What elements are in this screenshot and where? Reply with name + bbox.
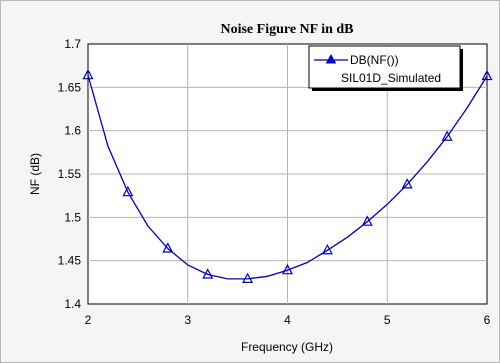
legend: DB(NF()) SIL01D_Simulated	[308, 45, 463, 91]
data-point-marker	[242, 272, 254, 283]
chart-title: Noise Figure NF in dB	[220, 22, 353, 37]
nf-series-line	[87, 75, 488, 280]
nf-series-markers	[82, 68, 493, 283]
legend-dataset-label: SIL01D_Simulated	[341, 71, 441, 85]
y-tick-label: 1.45	[58, 254, 82, 268]
data-point-marker	[162, 242, 174, 253]
y-axis-label: NF (dB)	[28, 153, 42, 195]
data-point-marker	[202, 268, 214, 279]
legend-series-label: DB(NF())	[350, 53, 399, 67]
y-tick-label: 1.4	[64, 297, 81, 311]
y-tick-label: 1.55	[58, 167, 82, 181]
data-point-marker	[122, 185, 134, 197]
x-tick-label: 5	[384, 313, 391, 327]
y-tick-label: 1.6	[64, 124, 81, 138]
data-point-marker	[361, 215, 373, 226]
x-axis-label: Frequency (GHz)	[241, 340, 333, 354]
x-tick-label: 4	[284, 313, 291, 327]
data-point-marker	[441, 130, 453, 141]
data-point-marker	[282, 263, 293, 275]
y-tick-label: 1.5	[64, 210, 81, 224]
y-tick-label: 1.7	[64, 37, 81, 51]
data-point-marker	[481, 69, 493, 81]
legend-box	[308, 45, 461, 89]
legend-marker-icon	[325, 53, 337, 64]
x-tick-label: 2	[85, 313, 92, 327]
data-point-marker	[82, 68, 94, 80]
tick-labels: 2 3 4 5 6 1.4 1.45 1.5 1.55 1.6 1.65 1.7	[58, 37, 491, 327]
data-point-marker	[401, 178, 413, 189]
y-tick-label: 1.65	[58, 80, 82, 94]
x-tick-label: 6	[484, 313, 491, 327]
x-tick-label: 3	[184, 313, 191, 327]
data-point-marker	[321, 243, 333, 255]
